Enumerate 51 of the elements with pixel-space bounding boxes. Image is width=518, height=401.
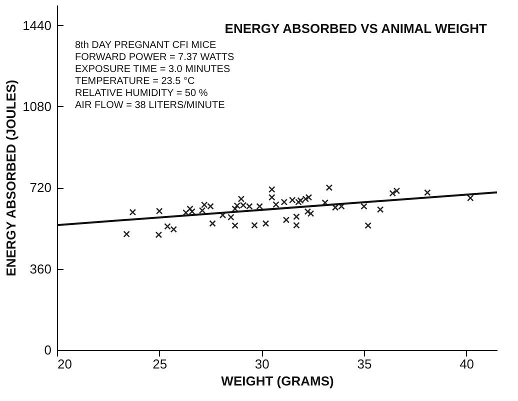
point — [186, 205, 194, 212]
annotation: TEMPERATURE = 23.5 °C — [75, 76, 195, 87]
x-tick-label: 35 — [357, 356, 372, 372]
point — [156, 208, 163, 214]
annotation: AIR FLOW = 38 LITERS/MINUTE — [75, 100, 226, 111]
point — [467, 194, 474, 202]
y-tick-label: 0 — [44, 342, 52, 358]
point — [209, 220, 216, 227]
y-axis-title: ENERGY ABSORBED (JOULES) — [4, 80, 19, 276]
point — [198, 207, 206, 214]
point — [293, 213, 300, 220]
point — [326, 184, 333, 192]
point — [232, 205, 238, 212]
point — [305, 194, 312, 201]
point — [282, 216, 290, 224]
point — [268, 194, 276, 201]
point — [293, 222, 300, 229]
point — [256, 202, 263, 210]
point — [232, 222, 238, 229]
annotation: RELATIVE HUMIDITY = 50 % — [75, 88, 208, 99]
point — [123, 230, 130, 238]
point — [280, 198, 288, 206]
point — [376, 206, 384, 213]
point — [307, 210, 314, 217]
point — [364, 222, 372, 229]
x-tick-label: 30 — [254, 356, 270, 372]
y-tick-label: 1440 — [22, 18, 52, 33]
y-tick-label: 1080 — [22, 98, 52, 114]
point — [155, 231, 162, 238]
point — [238, 196, 245, 202]
text: ENERGY ABSORBED VS ANIMAL WEIGHT — [224, 21, 488, 36]
x-tick-label: 40 — [460, 356, 474, 372]
point — [393, 187, 400, 194]
point — [251, 222, 258, 229]
annotation: 8th DAY PREGNANT CFI MICE — [75, 40, 216, 51]
x-tick-label: 20 — [58, 356, 72, 372]
x-tick-label: 25 — [152, 356, 168, 372]
x-axis-title: WEIGHT (GRAMS) — [221, 374, 334, 388]
point — [360, 202, 368, 210]
point — [129, 208, 136, 216]
point — [272, 201, 280, 208]
point — [389, 190, 396, 197]
annotation: FORWARD POWER = 7.37 WATTS — [75, 52, 235, 63]
y-tick-label: 720 — [30, 180, 52, 196]
point — [228, 214, 234, 221]
point — [304, 208, 312, 215]
point — [262, 220, 270, 227]
y-tick-label: 360 — [30, 261, 52, 276]
annotation: EXPOSURE TIME = 3.0 MINUTES — [75, 64, 230, 75]
point — [268, 186, 276, 193]
point — [424, 189, 431, 196]
